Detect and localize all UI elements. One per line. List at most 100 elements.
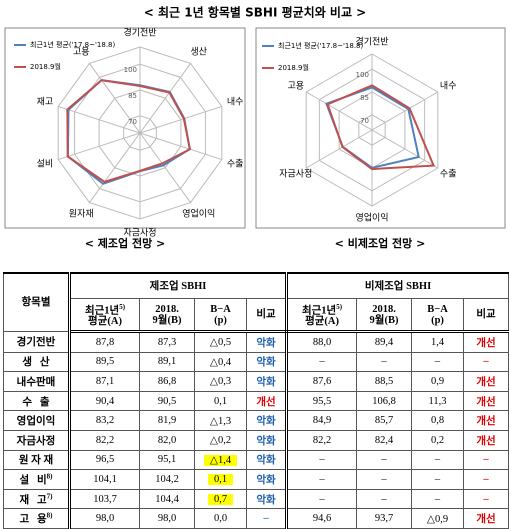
row-label: 경기전반: [3, 331, 71, 353]
legend-label: 2018.9월: [30, 62, 61, 71]
value-cell: 82,2: [286, 429, 358, 451]
data-row: 내수판매 87,1 86,8 △0,3 악화 87,6 88,5 0,9 개선: [3, 371, 510, 392]
value-cell: 81,9: [139, 410, 195, 431]
value-cell: △1,4: [194, 449, 247, 471]
axis-label: 수출: [440, 169, 457, 180]
compare-cell: –: [463, 469, 510, 490]
header-line: 최근1년: [84, 305, 120, 317]
radar-series: [66, 79, 192, 183]
compare-cell: 개선: [463, 371, 510, 392]
value-cell: 82,4: [356, 429, 413, 451]
value-cell: △0,2: [194, 429, 247, 451]
column-header: 최근1년5) 평균(A): [286, 298, 358, 333]
compare-cell: 악화: [245, 351, 289, 373]
table-head: 항목별 제조업 SBHI 비제조업 SBHI 최근1년5) 평균(A) 2018. 9월(B…: [3, 272, 510, 333]
axis-label: 고용: [288, 81, 305, 92]
subheader-row: 최근1년5) 평균(A) 2018. 9월(B) B−A (p) 비교 최근1년5) 평균(A)…: [4, 298, 510, 333]
compare-cell: 악화: [245, 488, 289, 510]
value-cell: 103,7: [69, 488, 140, 510]
charts: < 최근 1년 항목별 SBHI 평균치와 비교 > 경기전반생산내수수출영업이…: [4, 5, 506, 250]
value-cell: 88,5: [356, 371, 413, 392]
value-cell: –: [356, 449, 413, 471]
value-cell: 0,1: [194, 390, 247, 412]
r-tick-label: 70: [360, 117, 369, 125]
grid-ring: [358, 114, 386, 146]
column-header: 비교: [245, 298, 289, 333]
header-line: B−A: [427, 303, 448, 315]
axis-label: 내수: [227, 97, 244, 108]
row-label-text: 생 산: [22, 357, 50, 369]
header-line: 평균(A): [305, 316, 339, 328]
value-cell: 86,8: [139, 371, 195, 392]
row-note: 8): [46, 472, 53, 481]
value-cell: 104,2: [139, 469, 195, 490]
axis-label: 고용: [73, 47, 90, 58]
data-row: 수 출 90,4 90,5 0,1 개선 95,5 106,8 11,3 개선: [3, 390, 510, 412]
header-line: 2018.: [155, 303, 179, 315]
value-cell: 106,8: [356, 390, 413, 412]
axis-label: 생산: [190, 47, 207, 58]
grid-ring: [98, 89, 182, 177]
header-note: 5): [336, 302, 343, 311]
axis-label: 재고: [37, 97, 54, 108]
row-label-text: 원 자 재: [18, 455, 54, 467]
row-label-text: 설 비: [19, 474, 47, 486]
value-cell: –: [286, 351, 358, 373]
value-cell: –: [286, 488, 358, 510]
compare-cell: 개선: [463, 390, 510, 412]
value-cell: 95,1: [139, 449, 195, 471]
row-label-text: 재 고: [19, 494, 47, 506]
highlighted-value: 0,7: [207, 493, 234, 505]
row-label: 설 비8): [3, 469, 71, 490]
value-cell: 84,9: [286, 410, 358, 431]
axis-label: 영업이익: [355, 212, 388, 224]
chart-frame: [4, 27, 246, 229]
row-label-text: 자금사정: [16, 435, 56, 447]
header-line: (p): [214, 314, 227, 326]
value-cell: –: [411, 351, 465, 373]
value-cell: –: [356, 469, 413, 490]
header-line: 비교: [476, 309, 496, 320]
row-label: 고 용8): [3, 508, 71, 529]
chart-caption: < 제조업 전망 >: [85, 236, 166, 250]
value-cell: 104,4: [139, 488, 195, 510]
r-tick-label: 70: [128, 118, 137, 126]
compare-cell: 개선: [463, 331, 510, 353]
highlighted-value: △1,4: [203, 454, 238, 466]
value-cell: 87,3: [139, 331, 195, 353]
axis-label: 설비: [37, 158, 54, 169]
row-label-text: 영업이익: [16, 416, 56, 428]
compare-cell: 악화: [245, 410, 289, 431]
compare-cell: 개선: [463, 508, 510, 529]
corner-header: 항목별: [3, 272, 71, 332]
compare-cell: 개선: [463, 410, 510, 431]
value-cell: –: [286, 449, 358, 471]
section-header: 비제조업 SBHI: [286, 272, 510, 299]
value-cell: –: [356, 351, 413, 373]
row-label: 영업이익: [3, 410, 71, 431]
compare-cell: –: [463, 351, 510, 373]
value-cell: 89,1: [139, 351, 195, 373]
axis-label: 자금사정: [279, 169, 312, 180]
compare-cell: 악화: [245, 429, 289, 451]
value-cell: 0,2: [411, 429, 465, 451]
data-row: 설 비8) 104,1 104,2 0,1 악화 – – – –: [3, 469, 510, 490]
page-title: < 최근 1년 항목별 SBHI 평균치와 비교 >: [144, 5, 366, 20]
value-cell: 87,8: [69, 331, 140, 353]
value-cell: –: [286, 469, 358, 490]
axis-label: 원자재: [69, 208, 94, 219]
chart-caption: < 비제조업 전망 >: [335, 236, 426, 250]
highlighted-value: 0,1: [207, 473, 234, 485]
legend-label: 최근1년 평균('17.8~'18.8): [30, 40, 115, 49]
column-header: 최근1년5) 평균(A): [69, 298, 140, 333]
legend-label: 최근1년 평균('17.8~'18.8): [278, 41, 363, 50]
chart-frame: [255, 27, 506, 229]
data-row: 원 자 재 96,5 95,1 △1,4 악화 – – – –: [3, 449, 510, 471]
grid-ring: [123, 115, 157, 151]
value-cell: △0,4: [194, 351, 247, 373]
value-cell: 90,4: [69, 390, 140, 412]
data-row: 고 용8) 98,0 98,0 0,0–94,6 93,7 △0,9 개선: [3, 508, 510, 529]
row-label-text: 내수판매: [16, 376, 56, 388]
axis-label: 영업이익: [182, 207, 215, 219]
